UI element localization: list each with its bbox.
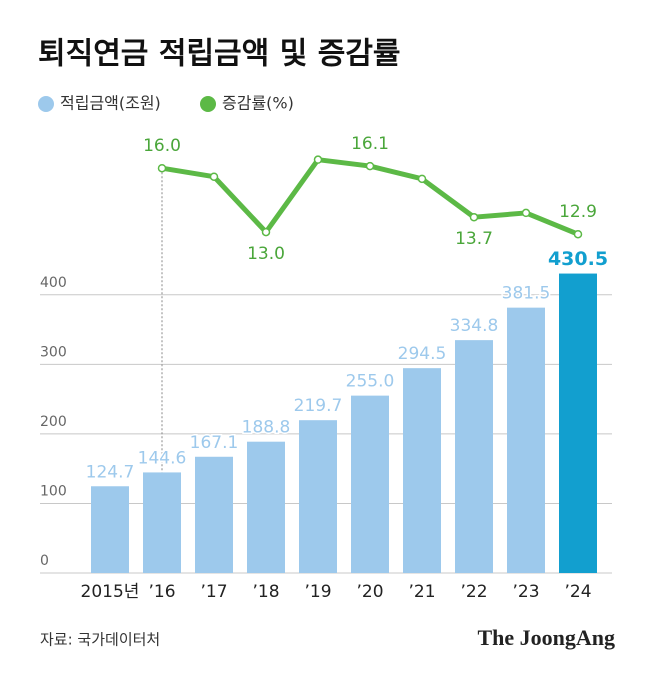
value-label: 124.7 [86,462,135,482]
value-label: 381.5 [502,284,551,304]
line-value-label: 16.0 [143,136,181,156]
y-tick-label: 200 [40,414,67,430]
value-label: 334.8 [450,316,499,336]
y-tick-label: 400 [40,275,67,291]
line-point [417,174,427,184]
x-tick-label: ’24 [564,582,591,602]
x-tick-label: ’20 [356,582,383,602]
x-tick-label: ’23 [512,582,539,602]
source: 자료: 국가데이터처 [40,631,160,649]
value-label: 430.5 [548,248,608,270]
x-tick-label: ’19 [304,582,331,602]
bar [403,368,441,573]
bar [351,395,389,573]
x-tick-label: ’18 [252,582,279,602]
logo: The JoongAng [477,625,615,650]
line-point [261,227,271,237]
value-label: 294.5 [398,344,447,364]
line-point [573,229,583,239]
bar [247,441,285,573]
x-tick-label: ’16 [148,582,175,602]
x-tick-label: ’17 [200,582,227,602]
y-tick-label: 0 [40,553,49,569]
line [161,157,579,237]
bar [507,307,545,573]
line-point [313,155,323,164]
bar [91,486,129,573]
value-label: 144.6 [138,448,187,468]
y-tick-label: 300 [40,344,67,360]
chart-title: 퇴직연금 적립금액 및 증감률 [38,37,401,72]
bar [195,456,233,573]
legend-swatch [38,96,54,112]
x-tick-label: ’21 [408,582,435,602]
bar [455,340,493,573]
line-value-label: 13.0 [247,244,285,264]
x-tick-label: ’22 [460,582,487,602]
line-point [521,208,531,218]
bar [299,420,337,573]
line-value-label: 16.1 [351,134,389,154]
line-value-label: 13.7 [455,229,493,249]
value-label: 167.1 [190,433,239,453]
value-label: 219.7 [294,396,343,416]
bar [143,472,181,573]
line-point [209,172,219,181]
line-point [469,212,479,222]
bar [559,273,597,573]
legend-swatch [200,96,216,112]
value-label: 188.8 [242,418,291,438]
value-label: 255.0 [346,372,395,392]
x-tick-label: 2015년 [81,582,140,602]
line-point [365,161,375,171]
legend-label: 증감률(%) [222,94,294,113]
line-value-label: 12.9 [559,202,597,222]
y-tick-label: 100 [40,483,67,499]
line-point [157,163,167,173]
legend-label: 적립금액(조원) [60,94,161,113]
